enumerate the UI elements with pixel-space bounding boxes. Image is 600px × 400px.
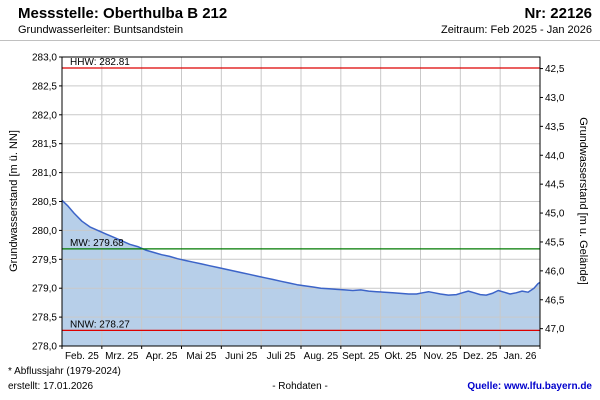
x-tick-label: Juni 25 — [225, 351, 258, 362]
x-tick-label: Sept. 25 — [342, 351, 380, 362]
period-label: Zeitraum: Feb 2025 - Jan 2026 — [440, 24, 592, 36]
y-left-tick-label: 279,0 — [32, 284, 57, 295]
y-right-tick-label: 46,5 — [545, 295, 565, 306]
station-number: Nr: 22126 — [524, 5, 592, 22]
x-tick-label: Feb. 25 — [65, 351, 99, 362]
y-left-tick-label: 281,0 — [32, 168, 57, 179]
header-row-2: Grundwasserleiter: Buntsandstein Zeitrau… — [18, 24, 592, 36]
y-left-tick-label: 278,5 — [32, 313, 57, 324]
y-left-tick-label: 282,0 — [32, 110, 57, 121]
source-link[interactable]: Quelle: www.lfu.bayern.de — [467, 381, 592, 392]
data-line — [61, 199, 541, 296]
y-axis-label-right: Grundwasserstand [m u. Gelände] — [577, 117, 589, 285]
y-left-tick-label: 278,0 — [32, 342, 57, 353]
x-tick-label: Aug. 25 — [304, 351, 339, 362]
y-left-tick-label: 283,0 — [32, 53, 57, 64]
footnote: * Abflussjahr (1979-2024) — [8, 366, 121, 377]
x-tick-label: Dez. 25 — [463, 351, 498, 362]
rohdaten-label: - Rohdaten - — [272, 381, 328, 392]
station-title: Messstelle: Oberthulba B 212 — [18, 5, 228, 22]
x-tick-label: Mai 25 — [186, 351, 216, 362]
x-tick-label: Okt. 25 — [384, 351, 417, 362]
plot-border — [61, 56, 541, 347]
nnw-label: NNW: 278.27 — [70, 319, 130, 330]
y-axis-label-left: Grundwasserstand [m ü. NN] — [8, 130, 20, 272]
y-left-tick-label: 280,5 — [32, 197, 57, 208]
y-right-tick-label: 45,0 — [545, 209, 565, 220]
header: Messstelle: Oberthulba B 212 Nr: 22126 G… — [0, 0, 600, 41]
y-right-tick-label: 43,0 — [545, 93, 565, 104]
y-right-tick-label: 47,0 — [545, 324, 565, 335]
y-left-tick-label: 281,5 — [32, 139, 57, 150]
hhw-label: HHW: 282.81 — [70, 57, 130, 68]
x-tick-label: Juli 25 — [267, 351, 296, 362]
y-left-tick-label: 282,5 — [32, 81, 57, 92]
y-right-tick-label: 42,5 — [545, 64, 565, 75]
x-tick-label: Nov. 25 — [424, 351, 458, 362]
header-row-1: Messstelle: Oberthulba B 212 Nr: 22126 — [18, 5, 592, 22]
x-tick-label: Mrz. 25 — [105, 351, 139, 362]
y-right-tick-label: 46,0 — [545, 266, 565, 277]
x-tick-label: Jan. 26 — [504, 351, 537, 362]
y-right-tick-label: 44,5 — [545, 180, 565, 191]
y-right-tick-label: 43,5 — [545, 122, 565, 133]
created-date: erstellt: 17.01.2026 — [8, 381, 94, 392]
mw-label: MW: 279.68 — [70, 238, 124, 249]
y-left-tick-label: 279,5 — [32, 255, 57, 266]
y-right-tick-label: 45,5 — [545, 237, 565, 248]
x-tick-label: Apr. 25 — [146, 351, 178, 362]
y-left-tick-label: 280,0 — [32, 226, 57, 237]
aquifer-label: Grundwasserleiter: Buntsandstein — [18, 24, 184, 36]
y-right-tick-label: 44,0 — [545, 151, 565, 162]
